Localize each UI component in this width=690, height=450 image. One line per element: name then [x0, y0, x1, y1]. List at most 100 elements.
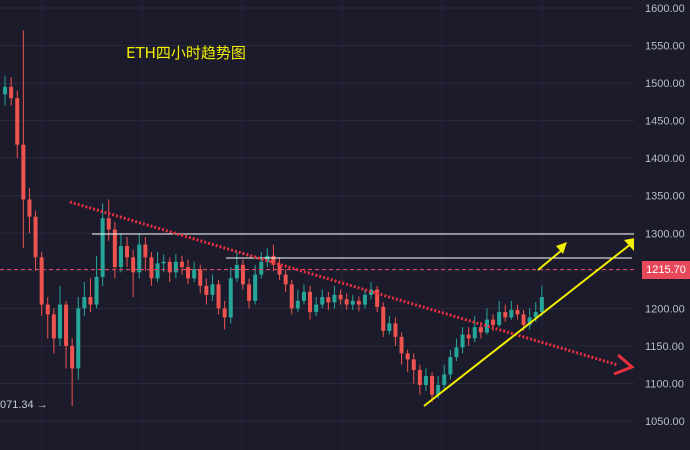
price-axis: 1600.00 1550.00 1500.00 1450.00 1400.00 1350.…	[634, 0, 690, 450]
candle-down	[216, 284, 221, 309]
y-tick-label: 1100.00	[645, 378, 684, 390]
candle-down	[503, 312, 508, 318]
candle-up	[82, 297, 87, 309]
candle-down	[515, 309, 520, 315]
low-price-label: 071.34 →	[0, 399, 48, 411]
candle-down	[51, 314, 56, 339]
candle-down	[64, 304, 69, 346]
candle-up	[155, 263, 160, 279]
candle-up	[3, 86, 8, 95]
candle-down	[33, 216, 38, 258]
candle-down	[45, 304, 50, 315]
candle-up	[369, 289, 374, 295]
candle-down	[167, 261, 172, 273]
candle-down	[149, 257, 154, 279]
candle-down	[143, 244, 148, 258]
candle-up	[539, 297, 544, 313]
candle-down	[198, 269, 203, 286]
candle-up	[460, 334, 465, 348]
candle-down	[222, 308, 227, 318]
y-tick-label: 1300.00	[645, 228, 685, 240]
candle-down	[70, 345, 75, 369]
candle-down	[417, 369, 422, 385]
candle-up	[527, 317, 532, 325]
candle-down	[405, 353, 410, 360]
candle-up	[509, 309, 514, 318]
candle-down	[381, 306, 386, 331]
y-tick-label: 1200.00	[645, 303, 685, 315]
y-tick-label: 1500.00	[645, 78, 685, 90]
candle-up	[161, 261, 166, 264]
candle-up	[210, 284, 215, 295]
candle-up	[484, 319, 489, 333]
y-tick-label: 1600.00	[645, 3, 685, 15]
candle-up	[448, 357, 453, 375]
candle-up	[332, 294, 337, 303]
y-tick-label: 1400.00	[645, 153, 685, 165]
candle-down	[411, 359, 416, 370]
grid	[0, 0, 634, 450]
candle-up	[100, 218, 105, 277]
y-tick-label: 1450.00	[645, 116, 685, 128]
candle-down	[308, 291, 313, 313]
current-price-label: 1215.70	[642, 261, 690, 279]
short-projection-arrow	[537, 249, 563, 271]
candle-down	[88, 297, 93, 305]
candle-down	[186, 267, 191, 279]
candle-down	[344, 299, 349, 305]
candle-up	[137, 244, 142, 273]
candle-down	[375, 289, 380, 307]
candle-up	[259, 261, 264, 275]
candle-down	[9, 86, 14, 99]
candle-up	[387, 323, 392, 331]
candle-up	[350, 300, 355, 305]
candle-down	[356, 300, 361, 305]
y-tick-label: 1550.00	[645, 41, 685, 53]
candle-down	[283, 274, 288, 285]
candle-up	[192, 269, 197, 279]
candle-up	[442, 374, 447, 385]
candle-down	[131, 257, 136, 273]
candle-up	[320, 297, 325, 305]
candle-up	[423, 375, 428, 385]
candle-up	[472, 327, 477, 339]
candle-down	[39, 257, 44, 305]
candle-up	[497, 312, 502, 325]
candle-up	[265, 255, 270, 262]
candle-up	[314, 304, 319, 313]
short-projection-arrowhead	[556, 242, 567, 254]
candle-down	[289, 284, 294, 309]
candle-down	[112, 229, 117, 268]
candle-down	[326, 297, 331, 303]
candle-down	[466, 334, 471, 339]
candles	[3, 30, 544, 406]
candle-down	[521, 314, 526, 325]
candle-down	[27, 199, 32, 217]
candle-up	[94, 276, 99, 305]
candle-up	[362, 294, 367, 305]
y-tick-label: 1150.00	[645, 341, 684, 353]
candle-down	[478, 327, 483, 333]
candle-up	[57, 304, 62, 339]
candle-up	[295, 300, 300, 309]
candle-up	[118, 246, 123, 268]
candle-down	[491, 319, 496, 325]
candle-down	[277, 264, 282, 275]
chart-title: ETH四小时趋势图	[126, 44, 246, 62]
candle-up	[454, 347, 459, 358]
candle-up	[436, 384, 441, 395]
candle-up	[533, 312, 538, 318]
candle-down	[15, 98, 20, 145]
candle-up	[228, 278, 233, 318]
candle-down	[338, 294, 343, 300]
y-tick-label: 1050.00	[645, 416, 685, 428]
candle-down	[393, 323, 398, 337]
candle-down	[179, 261, 184, 268]
candle-down	[106, 218, 111, 230]
candle-down	[247, 284, 252, 301]
candle-up	[301, 291, 306, 301]
descending-trendline	[69, 200, 619, 367]
candle-down	[430, 375, 435, 395]
candle-up	[173, 261, 178, 273]
